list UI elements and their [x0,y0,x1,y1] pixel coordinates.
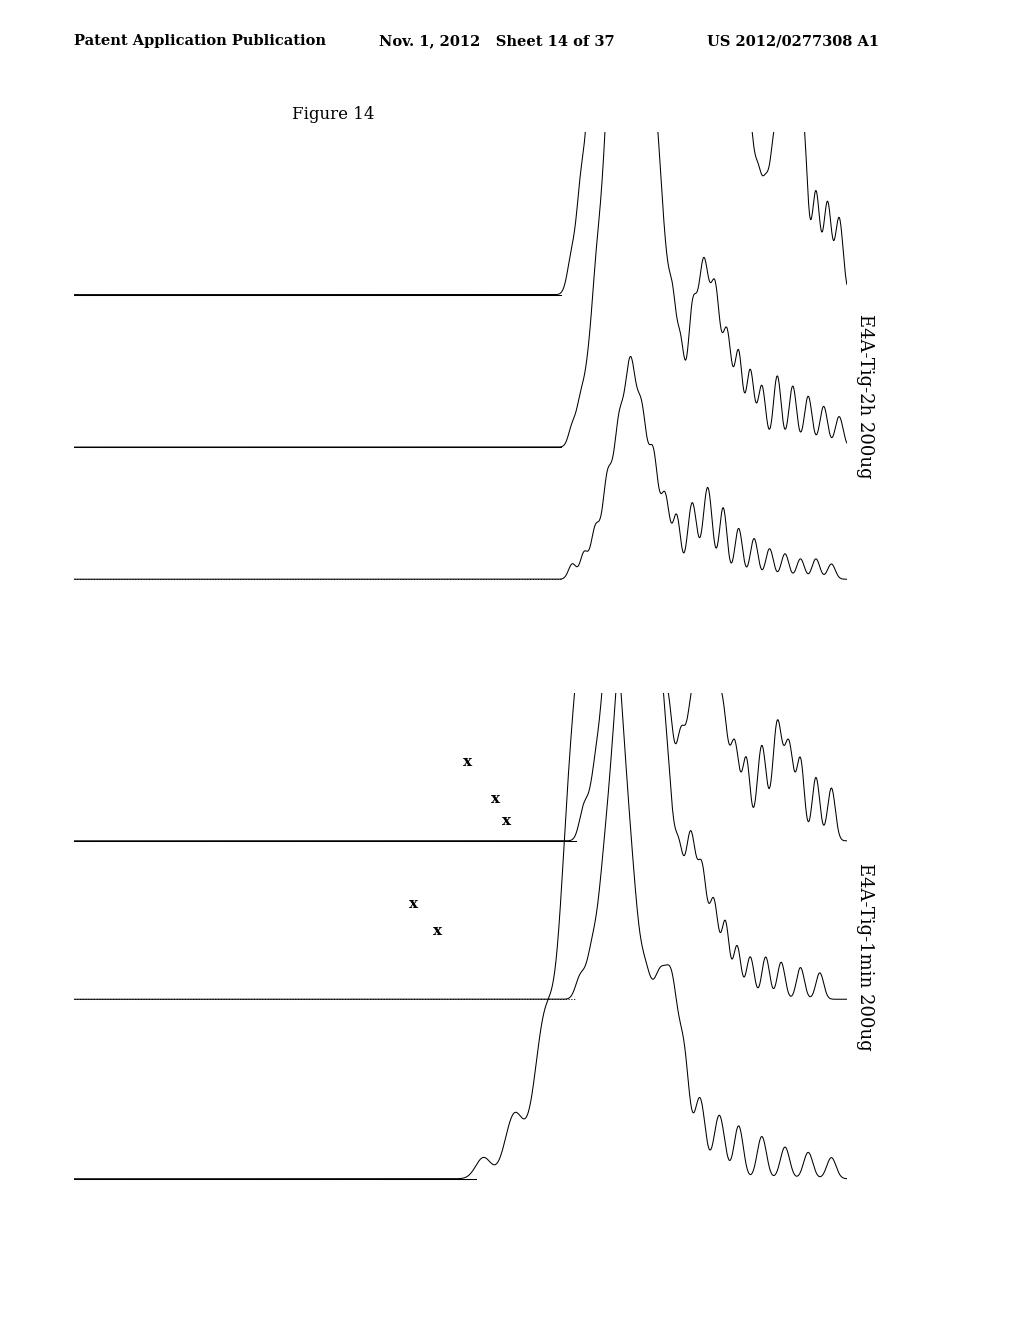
Text: x: x [464,755,473,768]
Text: Patent Application Publication: Patent Application Publication [74,34,326,49]
Text: x: x [502,813,511,828]
Text: E4A-Tig-1min 200ug: E4A-Tig-1min 200ug [856,863,874,1051]
Text: Figure 14: Figure 14 [292,106,375,123]
Text: US 2012/0277308 A1: US 2012/0277308 A1 [707,34,879,49]
Text: x: x [432,924,441,937]
Text: E4A-Tig-2h 200ug: E4A-Tig-2h 200ug [856,314,874,478]
Text: x: x [490,792,500,805]
Text: x: x [410,898,419,911]
Text: Nov. 1, 2012   Sheet 14 of 37: Nov. 1, 2012 Sheet 14 of 37 [379,34,614,49]
